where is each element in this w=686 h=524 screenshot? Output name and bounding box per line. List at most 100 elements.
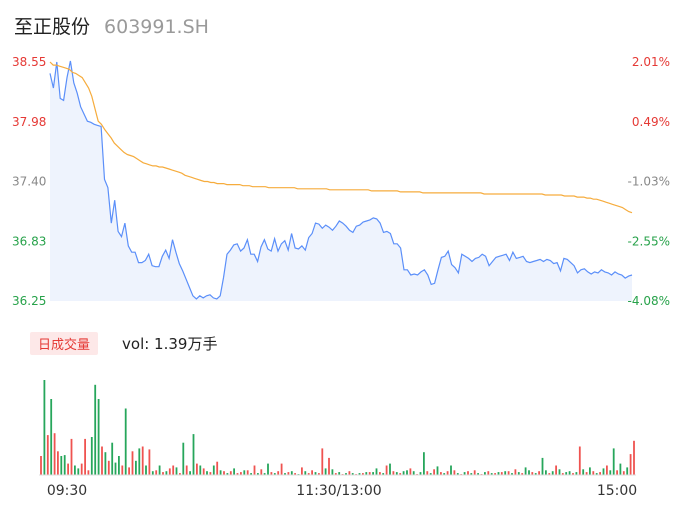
volume-bar bbox=[568, 471, 571, 475]
volume-bar bbox=[60, 456, 63, 475]
volume-panel bbox=[39, 380, 636, 476]
volume-bar bbox=[375, 468, 378, 476]
volume-bar bbox=[612, 448, 615, 475]
y-right-tick-label: -4.08% bbox=[628, 294, 670, 308]
volume-bar bbox=[511, 473, 513, 475]
volume-bar bbox=[541, 457, 544, 475]
volume-bar bbox=[551, 471, 554, 475]
volume-bar bbox=[107, 460, 110, 476]
volume-bar bbox=[606, 465, 608, 475]
volume-bar bbox=[524, 467, 527, 475]
y-left-tick-label: 37.40 bbox=[12, 175, 46, 189]
price-area-fill bbox=[50, 61, 632, 301]
volume-bar bbox=[436, 466, 439, 475]
volume-bar bbox=[118, 456, 120, 475]
y-right-tick-label: 0.49% bbox=[632, 115, 670, 129]
volume-bar bbox=[97, 399, 100, 475]
volume-bar bbox=[287, 472, 290, 475]
volume-bar bbox=[619, 463, 622, 475]
volume-bar bbox=[280, 463, 283, 475]
volume-bar bbox=[402, 471, 405, 475]
volume-bar bbox=[406, 470, 408, 476]
volume-bar bbox=[328, 457, 330, 475]
volume-bar bbox=[70, 438, 73, 475]
volume-bar bbox=[504, 471, 507, 475]
x-tick-label: 11:30/13:00 bbox=[296, 483, 381, 499]
volume-bar bbox=[324, 468, 327, 476]
volume-bar bbox=[219, 470, 222, 476]
volume-bar bbox=[389, 463, 391, 475]
volume-bar bbox=[50, 399, 53, 475]
volume-bar bbox=[365, 472, 368, 475]
volume-bar bbox=[521, 473, 524, 475]
volume-bar bbox=[236, 473, 239, 475]
volume-bar bbox=[199, 465, 202, 475]
volume-bar bbox=[419, 472, 422, 475]
volume-bar bbox=[446, 471, 449, 475]
volume-bar bbox=[609, 470, 612, 476]
volume-bar bbox=[87, 470, 90, 476]
volume-bar bbox=[165, 471, 168, 475]
volume-bar bbox=[196, 463, 198, 475]
volume-bar bbox=[67, 463, 69, 475]
volume-bar bbox=[240, 472, 242, 475]
volume-bar bbox=[589, 467, 591, 475]
volume-bar bbox=[80, 463, 83, 475]
volume-bar bbox=[507, 471, 510, 475]
volume-bar bbox=[124, 408, 127, 475]
volume-bar bbox=[599, 472, 601, 475]
volume-bar bbox=[74, 465, 76, 475]
volume-bar bbox=[263, 473, 266, 475]
volume-tag[interactable]: 日成交量 bbox=[30, 332, 99, 355]
volume-bar bbox=[138, 448, 141, 475]
volume-bar bbox=[348, 471, 351, 475]
volume-bar bbox=[290, 471, 293, 475]
y-right-tick-label: -1.03% bbox=[628, 175, 670, 189]
volume-bar bbox=[46, 435, 49, 475]
stock-code: 603991.SH bbox=[104, 16, 209, 38]
volume-bar bbox=[277, 471, 280, 475]
volume-bar bbox=[223, 471, 225, 475]
volume-bar bbox=[463, 472, 466, 475]
volume-bar bbox=[395, 472, 398, 475]
volume-bar bbox=[111, 442, 114, 475]
volume-bar bbox=[209, 472, 212, 475]
volume-bar bbox=[470, 473, 473, 475]
volume-bar bbox=[43, 380, 46, 475]
volume-bar bbox=[246, 470, 249, 476]
axis-labels: 38.55 37.98 37.40 36.83 36.25 2.01% 0.49% -1.03… bbox=[12, 55, 670, 499]
volume-bar bbox=[372, 472, 374, 475]
volume-bar bbox=[318, 473, 320, 475]
volume-bar bbox=[53, 433, 56, 475]
volume-bar bbox=[216, 461, 219, 475]
volume-bar bbox=[243, 470, 246, 476]
volume-bar bbox=[602, 468, 605, 476]
volume-bar bbox=[517, 472, 520, 475]
volume-bar bbox=[260, 469, 263, 475]
volume-bar bbox=[477, 473, 479, 475]
volume-bar bbox=[453, 470, 456, 476]
volume-bar bbox=[104, 452, 107, 475]
volume-bar bbox=[206, 471, 208, 475]
volume-bar bbox=[233, 468, 235, 476]
volume-bar bbox=[633, 440, 635, 475]
volume-bar bbox=[284, 473, 286, 475]
volume-bar bbox=[626, 467, 629, 475]
volume-bar bbox=[358, 473, 361, 475]
volume-bar bbox=[270, 472, 273, 475]
volume-bar bbox=[77, 468, 80, 476]
volume-bar bbox=[433, 469, 435, 475]
volume-bar bbox=[57, 451, 59, 476]
volume-bar bbox=[185, 465, 188, 475]
volume-bar bbox=[392, 471, 395, 475]
volume-bar bbox=[440, 472, 442, 475]
volume-bar bbox=[585, 472, 588, 475]
volume-bar bbox=[155, 470, 158, 476]
average-price-line bbox=[49, 61, 633, 214]
volume-bar bbox=[379, 472, 381, 475]
volume-bar bbox=[497, 472, 500, 475]
volume-bar bbox=[345, 473, 347, 475]
volume-bar bbox=[528, 470, 530, 476]
volume-bar bbox=[548, 473, 551, 475]
